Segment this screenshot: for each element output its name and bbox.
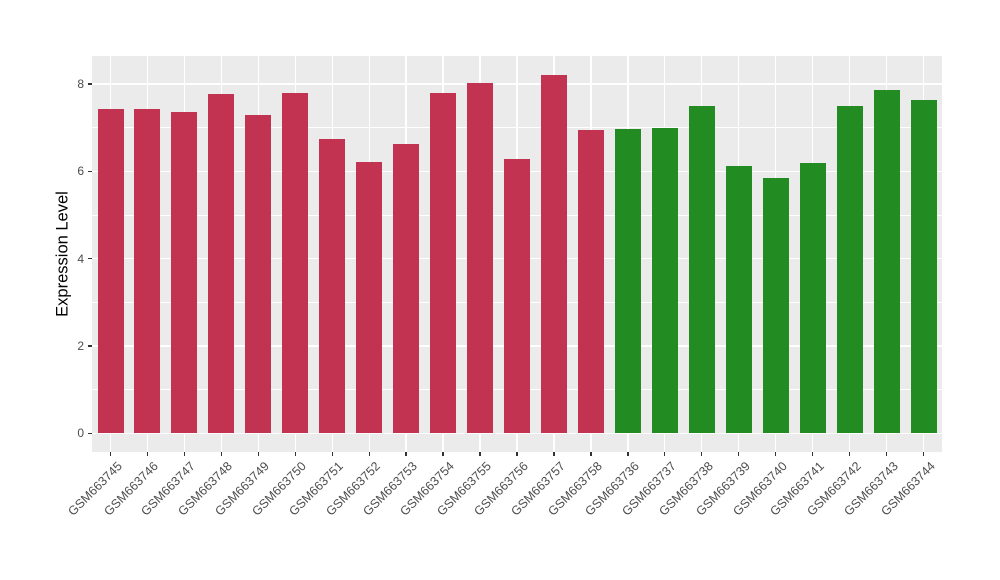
y-tick-mark xyxy=(88,345,92,347)
bar xyxy=(504,159,530,434)
bar xyxy=(430,92,457,434)
y-tick-mark xyxy=(88,170,92,173)
bar xyxy=(245,114,272,434)
bar xyxy=(725,165,752,434)
y-tick-label: 6 xyxy=(77,164,84,179)
x-tick-mark xyxy=(848,452,851,456)
bar xyxy=(319,139,346,434)
x-tick-mark xyxy=(220,452,222,456)
bar xyxy=(836,106,863,434)
minor-gridline xyxy=(92,127,942,129)
bar xyxy=(134,109,161,434)
x-tick-mark xyxy=(701,452,703,456)
x-tick-mark xyxy=(183,452,186,456)
x-tick-mark xyxy=(812,452,814,456)
bar xyxy=(171,111,198,434)
x-tick-mark xyxy=(885,452,888,456)
bar xyxy=(356,162,383,434)
y-tick-label: 0 xyxy=(77,426,84,441)
bar xyxy=(873,90,900,434)
x-tick-mark xyxy=(516,452,518,456)
x-tick-mark xyxy=(479,452,481,456)
bar xyxy=(541,74,567,434)
x-tick-mark xyxy=(405,452,407,456)
bar xyxy=(467,82,493,434)
bar xyxy=(282,93,309,434)
y-tick-mark xyxy=(88,83,92,85)
bar xyxy=(208,94,235,434)
bar xyxy=(762,177,789,434)
x-tick-mark xyxy=(146,452,149,456)
x-tick-mark xyxy=(257,452,259,456)
x-tick-mark xyxy=(553,452,555,456)
major-gridline xyxy=(92,432,942,435)
x-tick-mark xyxy=(331,452,333,456)
y-tick-label: 4 xyxy=(77,251,84,266)
y-tick-mark xyxy=(88,258,92,260)
x-tick-mark xyxy=(590,452,592,456)
bar xyxy=(688,105,715,434)
x-tick-mark xyxy=(368,452,370,456)
x-tick-mark xyxy=(442,452,444,456)
x-tick-mark xyxy=(294,452,296,456)
x-tick-mark xyxy=(109,452,112,456)
x-tick-mark xyxy=(922,452,925,456)
y-tick-label: 2 xyxy=(77,339,84,353)
major-gridline xyxy=(92,83,942,85)
bar xyxy=(393,143,420,434)
x-tick-mark xyxy=(775,452,777,456)
bar xyxy=(910,99,937,434)
bar xyxy=(614,129,641,434)
bar xyxy=(577,129,604,434)
bar xyxy=(97,109,124,434)
y-tick-label: 8 xyxy=(77,77,84,92)
x-tick-mark xyxy=(738,452,740,456)
x-tick-mark xyxy=(664,452,666,456)
bar xyxy=(799,163,826,434)
bar xyxy=(651,128,678,434)
x-tick-mark xyxy=(627,452,629,456)
y-tick-mark xyxy=(88,432,92,434)
